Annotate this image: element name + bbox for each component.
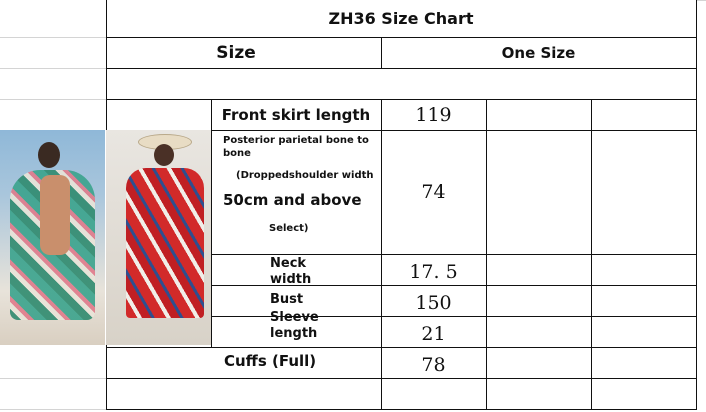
row-label-front-skirt-length: Front skirt length [221,105,371,124]
border [211,316,697,317]
row-label-sleeve-length: Sleeve length [270,310,319,341]
row-value-sleeve-length: 21 [421,322,446,345]
row-value-shoulder: 74 [421,181,446,203]
size-header-label: Size [216,42,256,63]
border [381,37,382,68]
border [381,99,382,410]
row-value-neck-width: 17. 5 [409,260,458,283]
row-value-cuffs: 78 [421,353,446,376]
shoulder-note-4: Select) [269,223,309,234]
grid-line [697,0,706,1]
border [486,99,487,410]
border [106,409,697,410]
shoulder-note-3: 50cm and above [223,191,362,209]
border [211,130,697,131]
size-header-value: One Size [501,43,576,62]
grid-line [0,68,106,69]
row-label-cuffs: Cuffs (Full) [224,352,317,370]
border [106,99,697,100]
border [106,68,697,69]
border [591,99,592,410]
product-photo-red-kimono [106,130,211,345]
grid-line [0,99,106,100]
product-photo-green-kimono [0,130,105,345]
border [211,285,697,286]
border [696,0,697,410]
border [106,37,697,38]
shoulder-note-1: Posterior parietal bone to bone [223,135,369,159]
border [106,347,697,348]
shoulder-note-2: (Droppedshoulder width [236,170,374,181]
row-value-front-skirt-length: 119 [415,103,452,126]
grid-line [0,378,106,379]
page-title: ZH36 Size Chart [328,9,474,28]
border [106,378,697,379]
grid-line [0,409,106,410]
row-label-bust: Bust [270,291,304,307]
border [211,254,697,255]
row-value-bust: 150 [415,291,452,314]
grid-line [0,37,106,38]
row-label-shoulder: Posterior parietal bone to bone (Dropped… [223,134,378,234]
row-label-neck-width: Neck width [270,255,312,287]
border [211,99,212,347]
